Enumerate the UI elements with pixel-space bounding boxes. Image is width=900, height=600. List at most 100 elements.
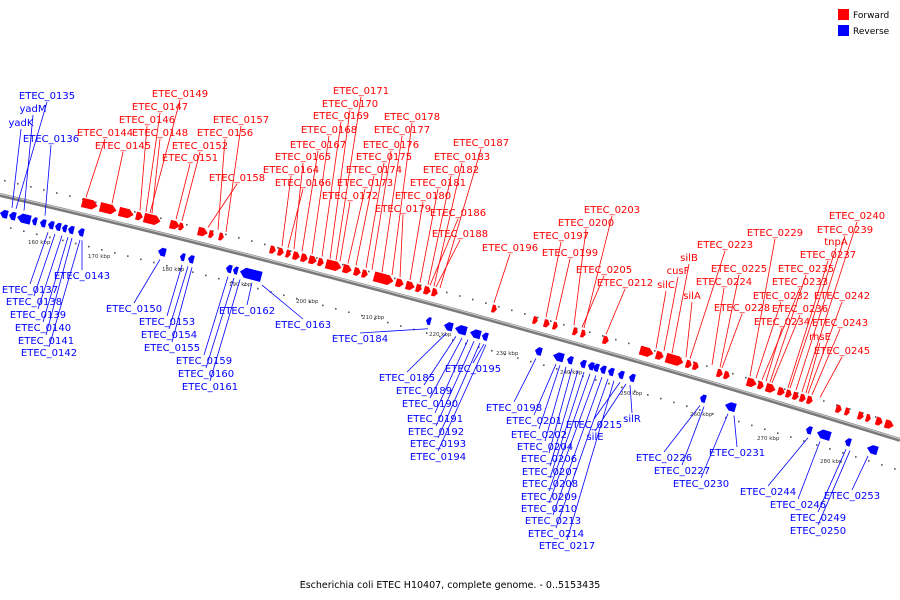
leader-line — [419, 188, 439, 283]
track-dot — [134, 211, 136, 213]
track-dot — [251, 240, 253, 242]
reverse-gene-arrow — [67, 225, 75, 235]
track-dot — [342, 263, 344, 266]
leader-line — [246, 282, 253, 306]
track-dot — [75, 242, 77, 245]
track-dot — [647, 394, 649, 396]
gene-shape — [745, 377, 757, 388]
gene-shape — [834, 404, 842, 413]
reverse-gene-arrow — [535, 347, 543, 356]
gene-shape — [455, 325, 468, 336]
gene-shape — [414, 283, 422, 293]
leader-line — [819, 356, 843, 398]
reverse-gene-arrow — [599, 365, 607, 374]
leader-line — [851, 455, 869, 491]
track-dot — [257, 287, 259, 290]
track-dot — [836, 404, 838, 406]
track-dot — [348, 311, 350, 314]
gene-label: ETEC_0200 — [558, 218, 614, 229]
reverse-gene-arrow — [426, 317, 432, 326]
gene-shape — [764, 382, 776, 393]
leader-line — [209, 279, 241, 382]
forward-gene-arrow — [352, 267, 361, 276]
leader-line — [749, 238, 776, 377]
forward-gene-arrow — [142, 212, 161, 226]
gene-label: ETEC_0193 — [410, 439, 466, 450]
gene-shape — [226, 264, 233, 274]
gene-label: ETEC_0189 — [396, 386, 452, 397]
track-dot — [88, 245, 90, 248]
gene-label: ETEC_0191 — [407, 414, 463, 425]
gene-shape — [535, 347, 543, 356]
gene-label: ETEC_0212 — [597, 278, 653, 289]
leader-line — [33, 233, 56, 297]
track-dot — [673, 401, 675, 404]
reverse-gene-arrow — [553, 352, 565, 363]
gene-label: ETEC_0154 — [141, 330, 197, 341]
reverse-gene-arrow — [628, 373, 636, 383]
leader-line — [767, 437, 809, 487]
gene-shape — [285, 249, 291, 258]
track-dot — [855, 456, 857, 458]
track-dot — [23, 230, 25, 232]
leader-line — [807, 301, 843, 394]
reverse-gene-arrow — [588, 362, 595, 371]
gene-shape — [67, 225, 75, 235]
gene-label: ETEC_0188 — [432, 229, 488, 240]
track-dot — [374, 318, 376, 320]
track-dot — [803, 440, 805, 442]
gene-shape — [553, 352, 565, 363]
track-dot — [790, 436, 792, 438]
forward-gene-arrow — [360, 269, 368, 278]
track-dot — [264, 243, 266, 246]
reverse-gene-arrow — [226, 264, 233, 274]
gene-label: ETEC_0239 — [817, 225, 873, 236]
reverse-gene-arrow — [579, 359, 587, 369]
leader-line — [789, 247, 837, 389]
gene-label: ETEC_0250 — [790, 526, 846, 537]
gene-label: silR — [623, 414, 641, 425]
gene-features — [0, 197, 894, 456]
forward-gene-arrow — [843, 407, 850, 416]
gene-label: ETEC_0228 — [714, 303, 770, 314]
reverse-gene-arrow — [239, 267, 263, 282]
leader-line — [42, 236, 69, 323]
track-dot — [777, 432, 779, 434]
forward-gene-arrow — [98, 202, 117, 215]
reverse-gene-arrow — [0, 209, 9, 219]
track-dot — [485, 302, 487, 304]
leader-line — [203, 276, 229, 356]
leader-line — [11, 128, 22, 208]
gene-shape — [579, 359, 587, 369]
gene-label: ETEC_0169 — [313, 111, 369, 122]
reverse-gene-arrow — [470, 329, 482, 340]
leader-line — [817, 450, 851, 526]
gene-label: ETEC_0246 — [770, 500, 826, 511]
track-dot — [491, 349, 493, 352]
gene-label: ETEC_0235 — [778, 264, 834, 275]
leader-line — [548, 373, 591, 492]
reverse-gene-arrow — [724, 402, 737, 413]
track-dot — [849, 408, 851, 410]
scale-tick-label: 270 kbp — [757, 436, 780, 442]
scale-ticks: 160 kbp 170 kbp 180 kbp 190 kbp 200 kbp 210 k… — [28, 240, 843, 465]
gene-shape — [791, 391, 799, 400]
gene-label: ETEC_0194 — [410, 452, 466, 463]
track-dot — [550, 320, 552, 323]
forward-gene-arrow — [404, 280, 415, 291]
gene-shape — [482, 332, 489, 341]
reverse-gene-arrow — [845, 438, 852, 447]
leader-line — [769, 274, 807, 383]
track-dot — [530, 360, 532, 363]
leader-line — [329, 109, 351, 259]
reverse-gene-arrow — [40, 219, 47, 228]
gene-shape — [98, 202, 117, 215]
track-dot — [17, 182, 19, 185]
gene-shape — [16, 213, 32, 225]
track-dot — [179, 268, 181, 270]
track-dot — [478, 346, 480, 349]
gene-label: ETEC_0148 — [132, 128, 188, 139]
reverse-gene-arrow — [54, 222, 62, 232]
track-dot — [446, 291, 448, 294]
gene-shape — [618, 370, 625, 380]
